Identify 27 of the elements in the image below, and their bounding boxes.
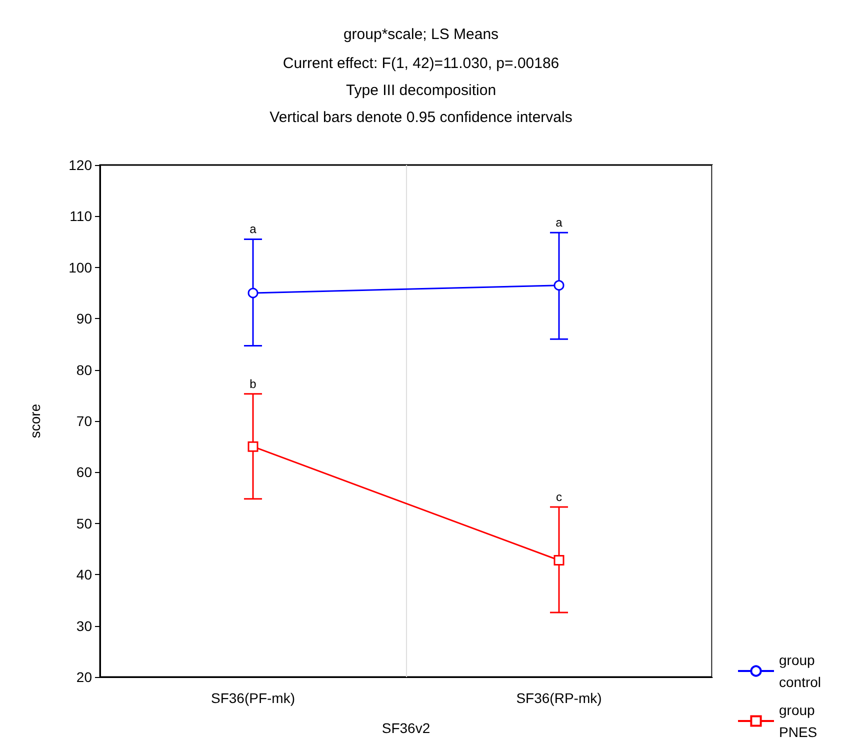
y-tick-label: 40 [76,566,92,583]
point [554,555,564,566]
y-tick-label: 110 [70,208,92,224]
chart-title: group*scale; LS Means [343,26,499,43]
y-tick-label: 90 [76,310,92,327]
annotation: a [556,216,563,230]
chart-subtitle: Current effect: F(1, 42)=11.030, p=.00186 Type III decomposition Vertical bars denote 0.95 confidence intervals [270,55,572,126]
y-tick-label: 120 [68,157,92,173]
point [248,441,258,452]
y-tick-label: 60 [76,464,92,480]
point [248,288,258,298]
x-tick-label: SF36(RP-mk) [516,690,602,706]
x-axis-title: SF36v2 [382,720,430,736]
point [554,280,564,291]
legend-label: group control [779,652,822,690]
annotation: a [250,222,257,236]
y-tick-label: 80 [76,362,92,378]
y-tick-label: 30 [76,618,92,634]
y-tick-label: 50 [76,515,92,532]
y-tick-label: 20 [76,669,92,685]
annotation: c [556,490,562,504]
y-axis-title: score [27,404,43,438]
y-tick-label: 70 [76,413,92,429]
annotation: b [250,376,257,391]
legend-label: group PNES [779,702,819,740]
y-tick-label: 100 [68,259,92,276]
x-tick-label: SF36(PF-mk) [211,690,295,706]
